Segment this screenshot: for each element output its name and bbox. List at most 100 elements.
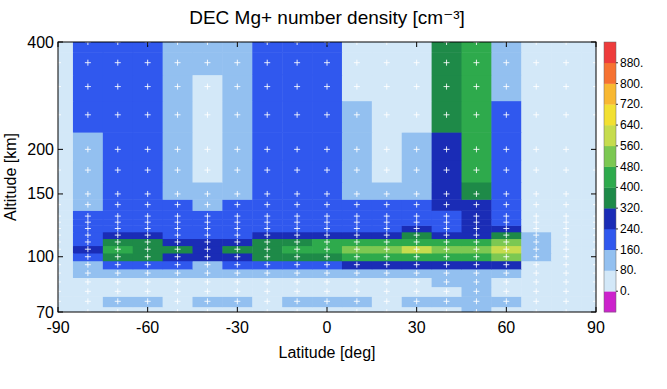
- cell: [372, 219, 402, 226]
- grid-point: [354, 239, 360, 245]
- grid-point: [294, 226, 300, 232]
- grid-point: [503, 219, 509, 225]
- cell: [58, 75, 73, 102]
- grid-point: [563, 60, 569, 66]
- colorbar-tick: [616, 145, 618, 146]
- grid-point: [204, 279, 210, 285]
- page: {"chart_data": { "type": "heatmap", "tit…: [0, 0, 667, 389]
- cell: [312, 199, 342, 211]
- grid-point: [204, 239, 210, 245]
- y-tick: [58, 256, 63, 257]
- cell: [133, 101, 163, 133]
- grid-point: [473, 202, 479, 208]
- cell: [133, 239, 163, 247]
- grid-point: [563, 262, 569, 268]
- cell: [432, 199, 462, 211]
- cell: [462, 287, 492, 297]
- cell: [342, 75, 372, 102]
- cell: [342, 225, 372, 232]
- cell: [133, 261, 163, 270]
- cell: [73, 182, 103, 200]
- grid-point: [324, 191, 330, 197]
- cell: [462, 269, 492, 278]
- cell: [402, 52, 432, 75]
- cell: [252, 287, 282, 297]
- grid-point: [264, 262, 270, 268]
- grid-point: [264, 246, 270, 252]
- cell: [402, 210, 432, 219]
- cell: [222, 160, 252, 183]
- colorbar-band: [604, 291, 616, 312]
- grid-point: [324, 254, 330, 260]
- cell: [163, 307, 193, 312]
- colorbar-label: 400.: [620, 180, 643, 194]
- cell: [282, 101, 312, 133]
- cell: [312, 182, 342, 200]
- x-tick-label: -60: [136, 319, 159, 336]
- grid-point: [145, 270, 151, 276]
- grid-point: [473, 279, 479, 285]
- cell: [521, 269, 551, 278]
- grid-point: [384, 298, 390, 304]
- cell: [372, 246, 402, 254]
- cell: [521, 199, 551, 211]
- grid-point: [234, 288, 240, 294]
- y-tick: [591, 193, 596, 194]
- cell: [551, 52, 581, 75]
- grid-point: [115, 60, 121, 66]
- grid-point: [354, 226, 360, 232]
- cell: [103, 239, 133, 247]
- grid-point: [294, 262, 300, 268]
- cell: [372, 296, 402, 307]
- cell: [222, 182, 252, 200]
- grid-point: [234, 226, 240, 232]
- y-tick: [591, 42, 596, 43]
- grid-point: [503, 213, 509, 219]
- cell: [163, 52, 193, 75]
- cell: [312, 246, 342, 254]
- cell: [372, 160, 402, 183]
- grid-point: [414, 213, 420, 219]
- grid-point: [384, 146, 390, 152]
- grid-point: [115, 232, 121, 238]
- grid-point: [533, 191, 539, 197]
- grid-point: [503, 112, 509, 118]
- cell: [163, 132, 193, 160]
- cell: [73, 132, 103, 160]
- grid-point: [85, 167, 91, 173]
- grid-point: [563, 219, 569, 225]
- cell: [402, 75, 432, 102]
- cell: [252, 52, 282, 75]
- grid-point: [503, 279, 509, 285]
- cell: [193, 225, 223, 232]
- grid-point: [503, 146, 509, 152]
- cell: [521, 219, 551, 226]
- x-tick: [506, 307, 507, 312]
- grid-point: [444, 279, 450, 285]
- cell: [252, 239, 282, 247]
- chart: -90-60-30030609070100150200400Latitude […: [0, 0, 667, 389]
- grid-point: [533, 262, 539, 268]
- x-tick: [147, 307, 148, 312]
- cell: [193, 287, 223, 297]
- colorbar-band: [604, 104, 616, 125]
- cell: [73, 232, 103, 239]
- cell: [193, 277, 223, 287]
- grid-point: [115, 254, 121, 260]
- cell: [402, 182, 432, 200]
- colorbar-band: [604, 146, 616, 167]
- grid-point: [324, 84, 330, 90]
- grid-point: [533, 60, 539, 66]
- cell: [73, 239, 103, 247]
- grid-point: [85, 226, 91, 232]
- cell: [103, 296, 133, 307]
- grid-point: [324, 112, 330, 118]
- cell: [581, 296, 596, 307]
- grid-point: [503, 288, 509, 294]
- grid-point: [294, 112, 300, 118]
- cell: [193, 253, 223, 261]
- grid-point: [145, 60, 151, 66]
- x-tick-label: 30: [408, 319, 426, 336]
- title: DEC Mg+ number density [cm⁻³]: [189, 7, 465, 28]
- grid-point: [204, 226, 210, 232]
